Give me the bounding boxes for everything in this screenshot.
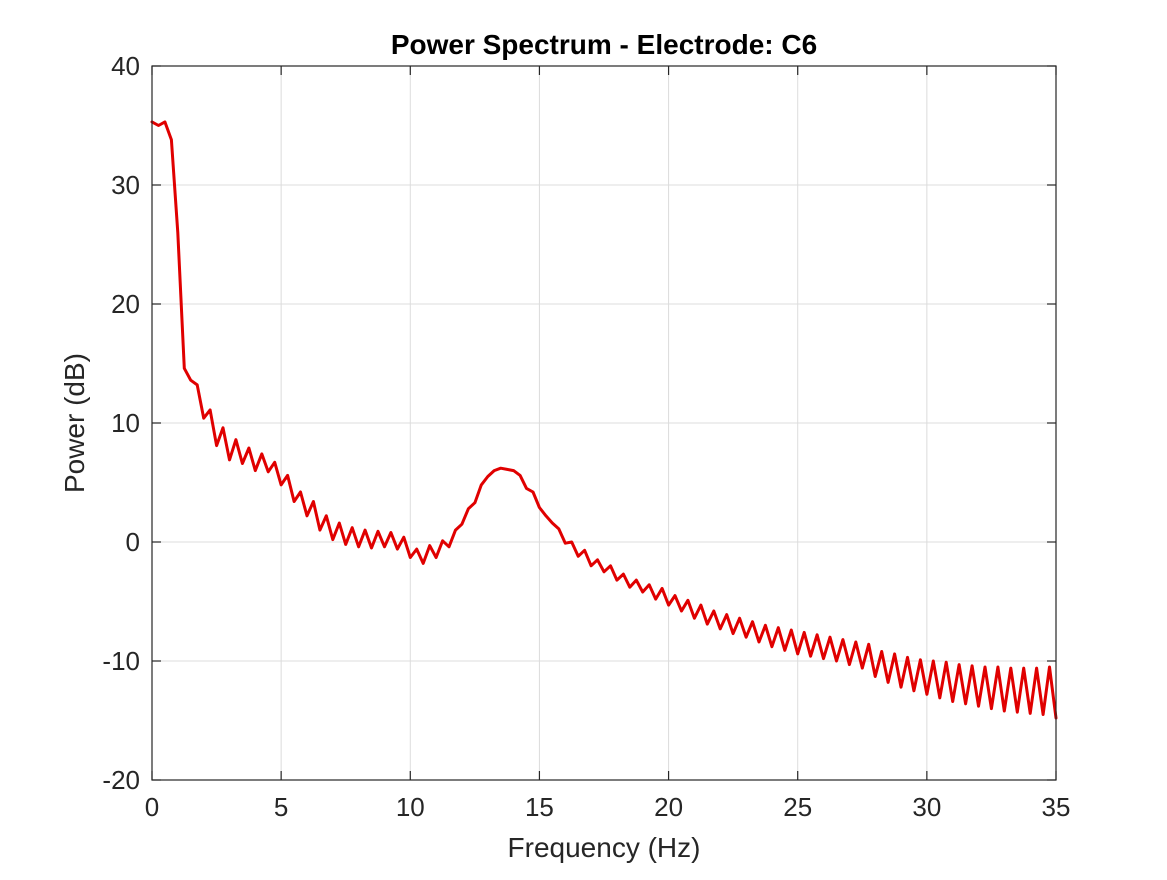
axis-ticks [151, 65, 1057, 781]
y-tick-label: 30 [111, 170, 140, 200]
x-tick-labels: 0 5 10 15 20 25 30 35 [145, 792, 1071, 822]
data-series [150, 120, 1058, 720]
y-tick-labels: -20 -10 0 10 20 30 40 [102, 51, 140, 795]
x-axis-label: Frequency (Hz) [508, 832, 701, 863]
x-tick-label: 5 [274, 792, 288, 822]
chart-title: Power Spectrum - Electrode: C6 [391, 29, 817, 60]
y-axis-label: Power (dB) [59, 353, 90, 493]
x-tick-label: 35 [1042, 792, 1071, 822]
x-tick-label: 20 [654, 792, 683, 822]
x-tick-label: 15 [525, 792, 554, 822]
y-tick-label: 20 [111, 289, 140, 319]
y-tick-label: -20 [102, 765, 140, 795]
series-line-0 [150, 120, 1058, 720]
x-tick-label: 30 [912, 792, 941, 822]
y-tick-label: 40 [111, 51, 140, 81]
y-tick-label: -10 [102, 646, 140, 676]
x-tick-label: 0 [145, 792, 159, 822]
y-tick-label: 0 [126, 527, 140, 557]
x-tick-label: 25 [783, 792, 812, 822]
x-tick-label: 10 [396, 792, 425, 822]
y-tick-label: 10 [111, 408, 140, 438]
